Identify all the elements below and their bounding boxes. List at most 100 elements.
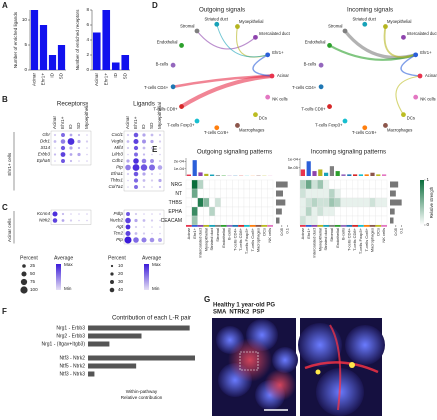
heatmap-cell bbox=[340, 206, 347, 217]
cell-type-strip bbox=[186, 225, 192, 227]
legend-title: Percent bbox=[108, 255, 126, 261]
bar bbox=[92, 32, 101, 70]
row-label: THBS bbox=[169, 200, 183, 206]
dotplot-frame bbox=[50, 130, 92, 166]
dot bbox=[151, 232, 153, 235]
bar bbox=[88, 325, 190, 331]
dot bbox=[78, 160, 80, 162]
node bbox=[417, 73, 423, 79]
node-label: NK cells bbox=[420, 96, 435, 101]
side-bar bbox=[390, 217, 394, 224]
column-label: T-cells CD4+ bbox=[346, 227, 351, 251]
heatmap-cell bbox=[375, 206, 382, 217]
row-label: Kcnn4 bbox=[37, 211, 50, 216]
node-label: Macrophages bbox=[387, 127, 412, 132]
x-tick-label: SD bbox=[122, 72, 127, 79]
dot bbox=[134, 225, 138, 229]
top-bar bbox=[341, 174, 346, 176]
heatmap-cell bbox=[255, 188, 262, 199]
edge bbox=[252, 54, 273, 77]
top-bar bbox=[186, 174, 191, 176]
row-label: EPHA bbox=[168, 209, 182, 215]
top-bar bbox=[215, 175, 220, 176]
side-bar bbox=[276, 208, 282, 215]
node bbox=[362, 125, 368, 131]
dot bbox=[133, 145, 139, 151]
heatmap-cell bbox=[363, 188, 370, 199]
cell-type-strip bbox=[311, 225, 318, 227]
heatmap-cell bbox=[299, 206, 306, 217]
heatmap-cell bbox=[375, 188, 382, 199]
top-bar bbox=[353, 174, 358, 176]
heatmap-cell bbox=[352, 179, 359, 190]
sma-signal bbox=[329, 324, 342, 411]
column-label: DCs bbox=[261, 228, 266, 236]
dot bbox=[159, 226, 161, 228]
dot bbox=[86, 153, 88, 156]
top-bar bbox=[347, 174, 352, 176]
heatmap-cell bbox=[323, 206, 330, 217]
cell-type-strip bbox=[220, 225, 227, 227]
channel-label: SMA bbox=[213, 310, 227, 316]
node bbox=[265, 52, 271, 58]
heatmap-cell bbox=[317, 215, 324, 226]
dot bbox=[127, 179, 129, 182]
heatmap-cell bbox=[197, 179, 204, 190]
heatmap-cell bbox=[249, 179, 256, 190]
side-bar bbox=[390, 208, 395, 215]
heatmap-cell bbox=[243, 215, 250, 226]
node-label: T-cells Ccr8+ bbox=[352, 130, 377, 135]
heatmap-cell bbox=[357, 215, 364, 226]
column-label: Stromal bbox=[329, 228, 334, 242]
y-tick-label: 0 bbox=[24, 67, 27, 72]
side-tick-label: 0.05 bbox=[393, 227, 398, 236]
column-label: NK cells bbox=[381, 228, 386, 243]
node-label: Ehr1+ bbox=[272, 50, 284, 55]
color-bar-label: Min bbox=[64, 286, 72, 291]
heatmap-cell bbox=[352, 197, 359, 208]
heatmap-cell bbox=[238, 206, 245, 217]
dot bbox=[134, 152, 138, 157]
cell-type-strip bbox=[261, 225, 268, 227]
node bbox=[194, 28, 200, 34]
legend-label: 40 bbox=[118, 287, 124, 292]
node-label: T-cells Foxp3+ bbox=[167, 122, 195, 127]
heatmap-cell bbox=[375, 215, 382, 226]
heatmap-cell bbox=[375, 197, 382, 208]
dot bbox=[158, 140, 162, 143]
dot bbox=[61, 133, 65, 137]
heatmap-cell bbox=[261, 188, 268, 199]
dot bbox=[54, 160, 56, 162]
node-label: T-cells CD4+ bbox=[292, 85, 317, 90]
heatmap-cell bbox=[357, 179, 364, 190]
heatmap-cell bbox=[185, 197, 192, 208]
panel-label: A bbox=[2, 1, 8, 10]
acinus bbox=[345, 325, 385, 365]
x-tick-label: Ehr1+ bbox=[103, 73, 108, 86]
heatmap-cell bbox=[352, 206, 359, 217]
dot bbox=[85, 140, 89, 143]
cell-type-strip bbox=[317, 225, 324, 227]
heatmap-cell bbox=[369, 179, 376, 190]
heatmap-cell bbox=[323, 179, 330, 190]
row-label: Cxcl1 bbox=[112, 132, 124, 137]
dot bbox=[126, 172, 130, 176]
node-label: Intercalated duct bbox=[259, 31, 291, 36]
column-label: ID bbox=[68, 124, 73, 129]
row-label: Thbs1 bbox=[110, 178, 123, 183]
column-label: T-cells Ccr8+ bbox=[364, 227, 369, 251]
heatmap-cell bbox=[317, 197, 324, 208]
heatmap-cell bbox=[334, 215, 341, 226]
cell-type-strip bbox=[375, 225, 382, 227]
heatmap-cell bbox=[261, 179, 268, 190]
dot bbox=[77, 146, 81, 150]
row-label: Vegfa bbox=[111, 139, 123, 144]
top-tick-label: 5e-05 bbox=[288, 165, 299, 170]
heatmap-cell bbox=[226, 179, 233, 190]
cell-type-strip bbox=[340, 225, 347, 227]
bar bbox=[88, 371, 95, 377]
side-bar bbox=[276, 217, 280, 224]
column-label: Myoepithelial bbox=[317, 228, 322, 251]
dot bbox=[61, 219, 65, 222]
color-bar bbox=[420, 180, 424, 225]
